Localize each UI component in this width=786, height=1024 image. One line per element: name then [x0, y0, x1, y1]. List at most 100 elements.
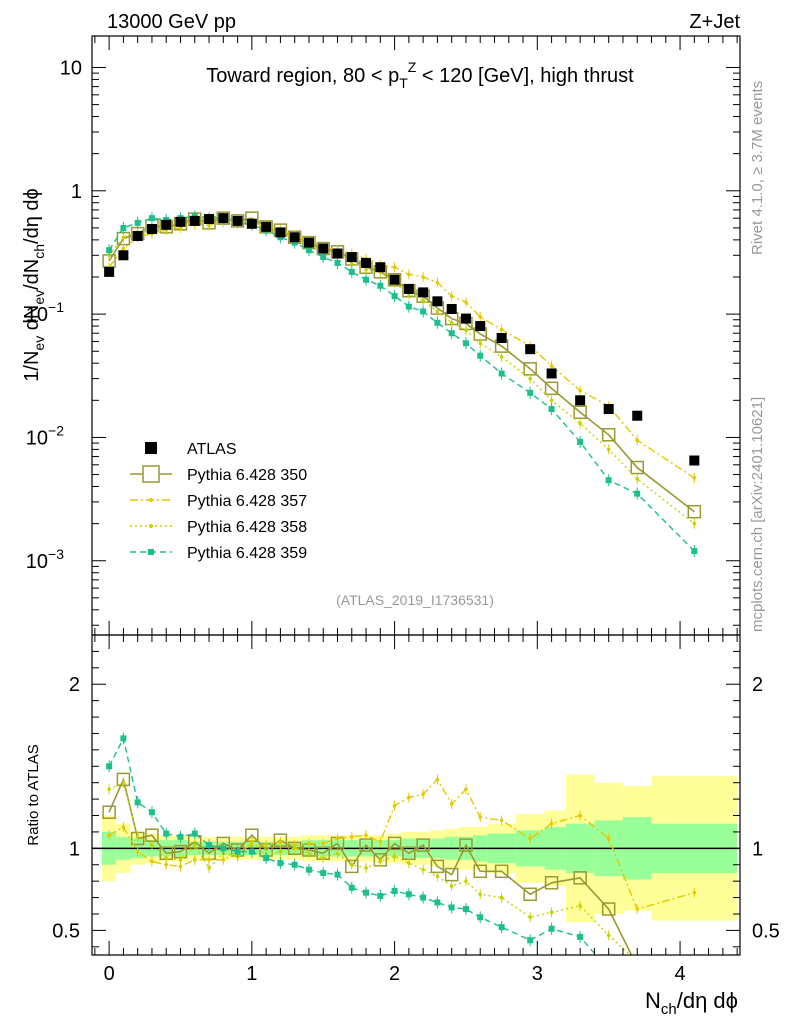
series-point	[691, 547, 698, 554]
x-title-part: N	[645, 988, 661, 1013]
series-point	[549, 398, 554, 403]
series-point	[134, 799, 141, 806]
series-point	[498, 370, 505, 377]
series-point	[478, 815, 483, 819]
series-point	[462, 340, 469, 347]
series-point	[435, 309, 440, 314]
atlas-data-point	[275, 227, 286, 238]
series-point	[221, 858, 226, 862]
ratio-y-tick-label-right: 0.5	[752, 920, 780, 942]
series-point	[391, 293, 398, 300]
series-point	[498, 924, 505, 931]
series-point	[320, 869, 327, 876]
series-point	[630, 460, 644, 475]
ratio-frame	[91, 634, 741, 956]
series-point	[150, 843, 154, 847]
atlas-data-point	[525, 344, 536, 355]
series-point	[464, 300, 468, 304]
title-subscript: T	[399, 75, 408, 91]
atlas-data-point	[246, 218, 257, 229]
series-point	[462, 906, 469, 913]
series-point	[635, 907, 640, 911]
series-point	[528, 376, 532, 381]
series-point	[448, 904, 455, 911]
x-tick-label: 2	[389, 963, 400, 985]
series-point	[578, 388, 582, 393]
series-point	[392, 803, 397, 808]
series-point	[477, 352, 484, 359]
atlas-data-point	[603, 404, 614, 415]
series-point	[349, 835, 354, 839]
series-point	[573, 871, 587, 885]
series-point	[234, 848, 241, 855]
series-point	[135, 849, 140, 854]
atlas-data-point	[432, 296, 443, 307]
y-tick-label: 1	[71, 181, 82, 203]
series-point	[548, 406, 555, 413]
legend-label: Pythia 6.428 359	[187, 545, 307, 562]
x-tick-label: 0	[104, 963, 115, 985]
y-title-part: /dN	[21, 259, 43, 290]
series-point	[107, 833, 111, 838]
title-superscript: Z	[408, 59, 417, 75]
series-point	[135, 835, 140, 839]
series-point	[121, 780, 126, 785]
atlas-data-point	[546, 368, 557, 379]
series-point	[478, 315, 483, 319]
series-point	[494, 864, 509, 879]
y-title-part: ev	[31, 336, 47, 351]
atlas-data-point	[496, 333, 507, 344]
series-point	[106, 763, 113, 770]
y-tick-exponent: −3	[48, 546, 64, 562]
series-point	[106, 247, 113, 254]
series-point	[578, 903, 582, 908]
series-point	[405, 891, 412, 898]
atlas-data-point	[346, 252, 357, 263]
series-line	[108, 778, 695, 910]
legend-label: Pythia 6.428 357	[187, 493, 307, 510]
atlas-data-point	[389, 274, 400, 285]
series-point	[473, 864, 487, 879]
series-point	[577, 438, 584, 445]
ratio-y-tick-label: 1	[69, 838, 80, 860]
series-point	[321, 856, 326, 860]
series-point	[305, 866, 312, 873]
series-point	[687, 504, 702, 519]
atlas-data-point	[104, 266, 115, 277]
series-point	[264, 843, 268, 847]
series-point	[250, 839, 254, 844]
atlas-data-point	[189, 215, 200, 226]
x-tick-label: 3	[532, 963, 543, 985]
series-point	[378, 859, 383, 864]
mcplots-label: mcplots.cern.ch [arXiv:2401.10621]	[749, 397, 766, 632]
series-point	[392, 854, 397, 859]
series-point	[464, 328, 468, 333]
series-point	[499, 327, 504, 332]
main-series-atlas	[104, 213, 700, 466]
series-point	[364, 267, 368, 272]
series-point	[363, 889, 370, 896]
series-point	[692, 890, 697, 895]
series-point	[435, 777, 440, 782]
legend-marker	[142, 465, 160, 483]
series-point	[499, 895, 504, 900]
series-point	[291, 239, 298, 246]
series-point	[392, 265, 397, 270]
series-point	[307, 851, 311, 856]
series-point	[102, 805, 116, 819]
series-point	[635, 960, 639, 964]
series-point	[548, 925, 555, 932]
series-point	[635, 438, 640, 442]
series-point	[407, 861, 411, 865]
process-label: Z+Jet	[689, 11, 740, 33]
ratio-y-tick-label-right: 2	[752, 674, 763, 696]
series-point	[164, 856, 169, 860]
legend-label: ATLAS	[187, 441, 237, 458]
series-point	[527, 937, 534, 944]
atlas-data-point	[375, 262, 386, 273]
series-point	[544, 381, 559, 396]
series-point	[464, 879, 468, 883]
series-point	[421, 275, 425, 279]
